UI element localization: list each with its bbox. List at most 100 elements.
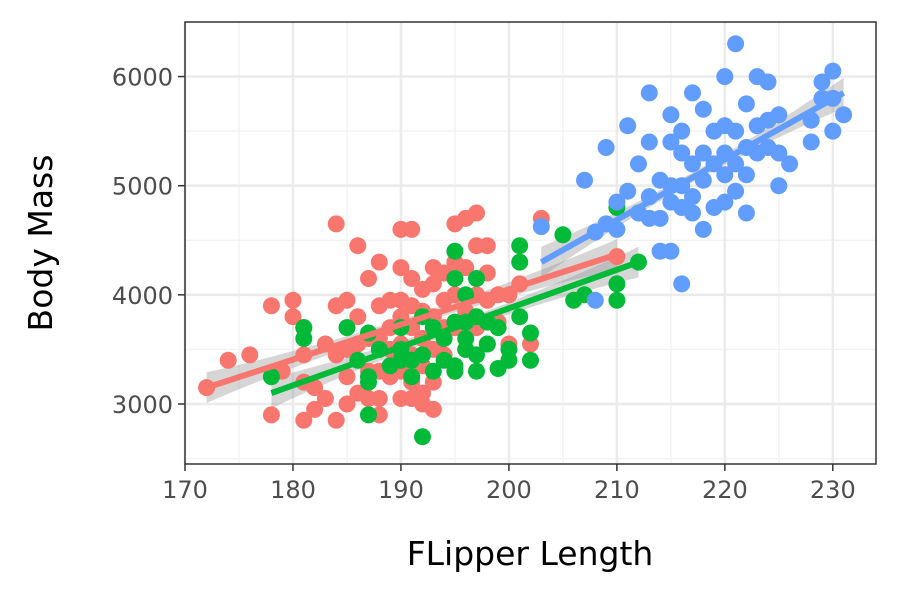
point-s2-10 [630,155,647,173]
x-axis-title: FLipper Length [407,534,654,573]
point-s0-7 [284,308,302,326]
point-s0-28 [360,270,377,287]
point-s1-3 [338,319,356,337]
point-s2-20 [662,133,680,151]
point-s0-85 [478,237,496,255]
point-s2-61 [770,177,788,195]
point-s2-0 [532,218,550,236]
point-s1-46 [522,351,539,369]
point-s2-8 [619,117,637,135]
point-s1-7 [360,373,377,391]
point-s0-2 [241,346,259,364]
x-tick-label-220: 220 [702,476,748,504]
point-s2-34 [694,144,712,162]
point-s2-12 [640,84,658,102]
point-s0-6 [284,291,302,309]
point-s0-12 [306,379,324,397]
point-s2-70 [835,106,853,124]
point-s2-17 [651,209,669,227]
point-s0-24 [349,237,367,255]
y-tick-label-6000: 6000 [112,64,173,92]
point-s2-43 [716,166,734,184]
point-s2-65 [813,73,831,91]
point-s1-20 [424,362,442,380]
point-s2-30 [684,155,701,173]
point-s1-0 [262,368,280,386]
point-s2-44 [716,193,734,211]
point-s1-34 [468,346,485,364]
point-s2-59 [770,106,788,124]
point-s0-63 [424,275,442,293]
point-s1-24 [446,270,464,287]
x-tick-label-180: 180 [270,476,316,504]
point-s0-19 [327,411,345,429]
point-s1-51 [608,275,626,293]
point-s2-9 [619,182,637,200]
point-s2-25 [673,144,691,162]
trend-lines [205,90,846,396]
point-s1-8 [360,406,377,424]
point-s0-4 [262,297,280,315]
plot-border [184,21,877,465]
point-s1-27 [446,362,464,380]
point-s2-36 [694,220,712,238]
point-s0-43 [392,259,410,277]
point-s2-52 [737,204,755,222]
point-s1-45 [522,324,539,342]
point-s2-49 [737,95,755,113]
trend-line-1 [270,259,640,396]
point-s2-1 [576,171,593,189]
point-s2-45 [727,35,745,53]
x-tick-label-230: 230 [810,476,856,504]
y-tick-label-4000: 4000 [112,282,173,310]
trend-line-2 [539,90,846,265]
point-s0-67 [424,400,442,418]
data-points [198,35,853,446]
point-s1-18 [414,428,431,446]
x-axis-ticks: 170 180 190 200 210 220 230 [162,464,856,504]
point-s0-16 [327,215,345,233]
point-s2-64 [802,133,820,151]
point-s2-19 [662,106,680,124]
point-s1-44 [511,308,529,326]
y-axis-ticks: 3000 4000 5000 6000 [112,64,185,419]
point-s1-38 [489,319,507,337]
point-s0-3 [262,406,280,424]
y-axis-title: Body Mass [21,155,60,332]
point-s2-28 [673,275,691,293]
point-s2-48 [727,182,745,200]
x-tick-label-190: 190 [378,476,424,504]
y-tick-label-5000: 5000 [112,173,173,201]
point-s0-23 [338,395,356,413]
point-s0-22 [338,368,356,386]
point-s1-2 [295,330,313,347]
point-s1-47 [554,226,572,244]
point-s1-32 [468,270,485,287]
point-s0-32 [370,253,388,271]
point-s0-13 [306,400,324,418]
point-s2-69 [824,122,842,140]
point-s0-15 [316,390,334,407]
point-s0-25 [349,308,367,326]
point-s2-47 [727,155,745,173]
point-s2-33 [694,100,712,118]
point-s2-6 [608,193,626,211]
point-s1-42 [511,237,529,255]
point-s1-52 [608,291,626,309]
x-tick-label-170: 170 [162,476,208,504]
point-s0-36 [370,390,388,407]
point-s1-41 [500,351,518,369]
point-s2-40 [716,68,734,86]
point-s0-81 [468,204,485,222]
point-s1-15 [403,368,421,386]
point-s1-43 [511,253,529,271]
point-s1-17 [414,346,431,364]
point-s2-32 [684,204,701,222]
plot-panel [185,22,876,464]
point-s2-3 [586,291,604,309]
point-s0-1 [219,351,237,369]
point-s2-23 [662,242,680,260]
trend-line-0 [205,251,618,391]
point-s0-78 [457,259,475,277]
